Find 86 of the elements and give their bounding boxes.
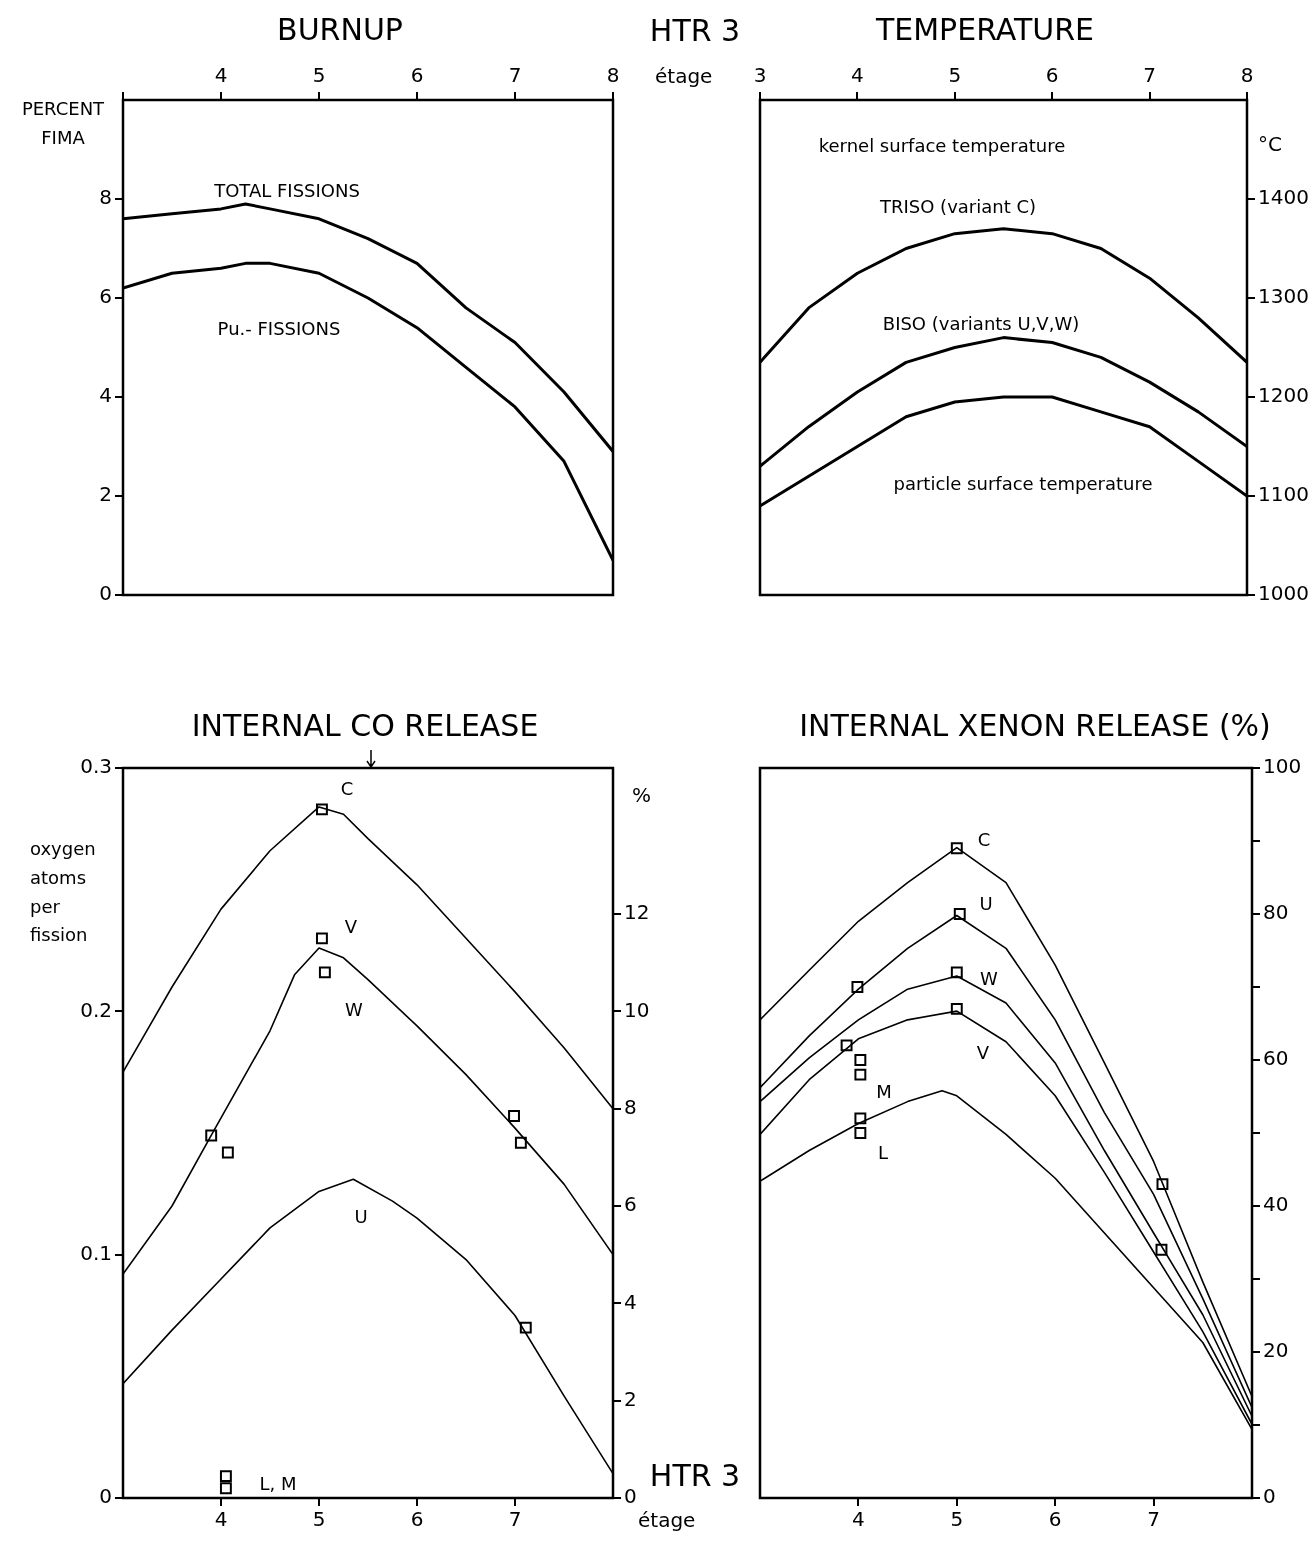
x-axis-title: étage xyxy=(655,64,713,88)
annotation: C xyxy=(340,777,354,799)
y2-tick-label: 0 xyxy=(1263,1484,1276,1509)
annotation: kernel surface temperature xyxy=(818,134,1066,156)
x-tick-label: 6 xyxy=(1048,1507,1062,1532)
text: HTR 3 xyxy=(649,12,741,48)
y-tick-label: 4 xyxy=(99,383,112,408)
y-tick-label: 0.2 xyxy=(80,997,112,1022)
x-tick-label: 6 xyxy=(1045,63,1059,88)
point xyxy=(854,1054,867,1066)
y2-tick-label: 1400 xyxy=(1258,185,1309,210)
x-tick-label: 8 xyxy=(606,63,620,88)
annotation: U xyxy=(354,1205,368,1227)
x-tick-label: 4 xyxy=(851,63,864,88)
y-tick-label: 0 xyxy=(99,1484,112,1509)
y2-tick-label: 1200 xyxy=(1258,383,1309,408)
x-axis-title: étage xyxy=(638,1508,696,1532)
x-tick-label: 7 xyxy=(508,63,522,88)
x-tick-label: 4 xyxy=(852,1507,865,1532)
annotation: W xyxy=(345,998,363,1020)
x-tick-label: 7 xyxy=(1147,1507,1160,1532)
y2-tick-label: 1000 xyxy=(1258,581,1309,606)
x-tick-label: 7 xyxy=(508,1507,522,1532)
y2-tick-label: 6 xyxy=(624,1192,637,1217)
x-tick-label: 3 xyxy=(753,63,767,88)
y2-tick-label: 4 xyxy=(624,1289,637,1314)
point xyxy=(219,1470,232,1483)
x-tick-label: 4 xyxy=(214,63,228,88)
chart-title: INTERNAL XENON RELEASE (%) xyxy=(799,708,1271,743)
point xyxy=(514,1136,527,1149)
point xyxy=(854,1068,867,1081)
chart-title: INTERNAL CO RELEASE xyxy=(191,708,539,743)
x-tick-label: 4 xyxy=(214,1507,228,1532)
annotation: V xyxy=(344,915,358,937)
point xyxy=(315,932,328,945)
chart-title: TEMPERATURE xyxy=(875,12,1095,47)
y2-tick-label: 2 xyxy=(624,1386,637,1411)
point xyxy=(318,966,331,979)
y2-tick-label: 1100 xyxy=(1258,482,1309,507)
annotation: particle surface temperature xyxy=(893,472,1153,494)
y-tick-label: 0 xyxy=(99,581,112,606)
annotation: L, M xyxy=(259,1472,297,1494)
point xyxy=(508,1110,520,1122)
chart-title: BURNUP xyxy=(277,12,403,47)
y2-tick-label: 20 xyxy=(1263,1338,1289,1363)
y-tick-label: 6 xyxy=(99,284,112,309)
x-tick-label: 6 xyxy=(410,1507,424,1532)
annotation: TOTAL FISSIONS xyxy=(214,179,360,201)
point xyxy=(950,966,963,979)
y-tick-label: 0.1 xyxy=(80,1240,112,1265)
y2-axis-title: % xyxy=(632,783,652,807)
y-tick-label: 0.3 xyxy=(80,754,112,779)
annotation: U xyxy=(979,892,993,914)
y-tick-label: 8 xyxy=(99,185,112,210)
x-tick-label: 5 xyxy=(948,63,962,88)
y2-tick-label: 8 xyxy=(624,1094,637,1119)
x-tick-label: 8 xyxy=(1240,63,1254,88)
x-tick-label: 6 xyxy=(410,63,424,88)
annotation: C xyxy=(977,828,991,850)
y-axis-title: oxygen atoms per fission xyxy=(30,837,97,948)
point xyxy=(221,1146,234,1159)
y-axis-title: PERCENT FIMA xyxy=(20,97,106,150)
y-tick-label: 2 xyxy=(99,482,112,507)
annotation: V xyxy=(976,1041,990,1063)
y2-tick-label: 60 xyxy=(1263,1046,1289,1071)
point xyxy=(219,1482,232,1495)
annotation: M xyxy=(876,1080,892,1102)
annotation: W xyxy=(980,967,998,989)
annotation: BISO (variants U,V,W) xyxy=(882,312,1080,334)
y2-tick-label: 80 xyxy=(1263,900,1289,925)
x-tick-label: 5 xyxy=(312,1507,326,1532)
y2-tick-label: 40 xyxy=(1263,1192,1289,1217)
y2-tick-label: 10 xyxy=(624,997,650,1022)
annotation: Pu.- FISSIONS xyxy=(217,317,341,339)
point xyxy=(854,1127,867,1139)
annotation: L xyxy=(877,1141,889,1163)
x-tick-label: 7 xyxy=(1143,63,1156,88)
y2-tick-label: 1300 xyxy=(1258,284,1309,309)
y2-tick-label: 12 xyxy=(624,900,650,925)
y2-axis-title: °C xyxy=(1258,132,1282,156)
annotation: TRISO (variant C) xyxy=(879,195,1037,217)
y2-tick-label: 0 xyxy=(624,1484,637,1509)
text: HTR 3 xyxy=(649,1457,741,1493)
x-tick-label: 5 xyxy=(312,63,326,88)
x-tick-label: 5 xyxy=(950,1507,964,1532)
y2-tick-label: 100 xyxy=(1263,754,1302,779)
